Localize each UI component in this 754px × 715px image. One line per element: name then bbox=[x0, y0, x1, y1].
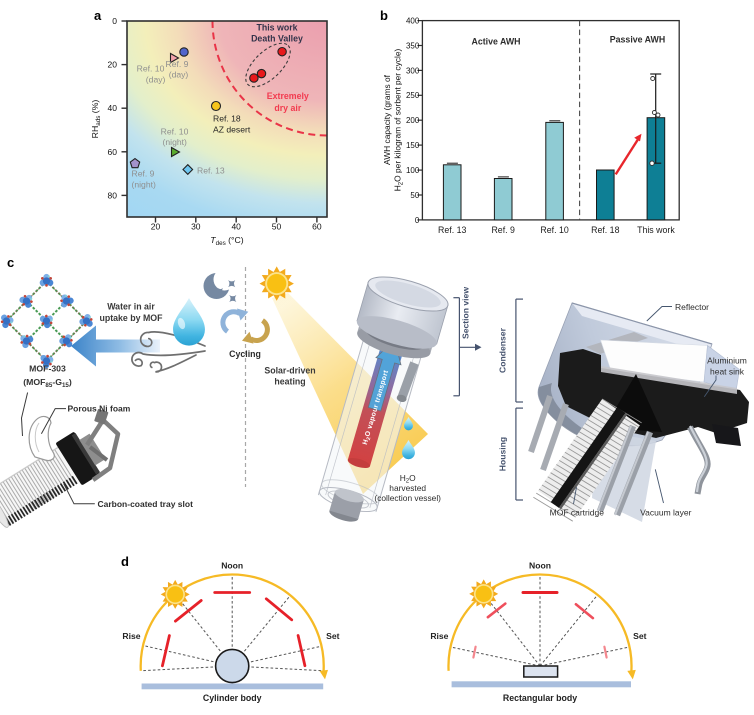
svg-text:30: 30 bbox=[191, 222, 201, 232]
svg-text:Ref. 13: Ref. 13 bbox=[438, 225, 466, 235]
svg-text:(collection vessel): (collection vessel) bbox=[374, 493, 441, 503]
svg-text:heat sink: heat sink bbox=[710, 367, 745, 377]
svg-text:(night): (night) bbox=[163, 137, 187, 147]
svg-text:Ref. 13: Ref. 13 bbox=[197, 165, 225, 175]
svg-text:heating: heating bbox=[274, 377, 305, 387]
svg-text:Ref. 18: Ref. 18 bbox=[591, 225, 619, 235]
svg-text:20: 20 bbox=[151, 222, 161, 232]
svg-text:Ref. 10: Ref. 10 bbox=[161, 126, 189, 136]
svg-text:Cycling: Cycling bbox=[229, 349, 261, 359]
svg-text:Extremely: Extremely bbox=[267, 91, 309, 101]
svg-text:(night): (night) bbox=[132, 179, 156, 189]
svg-text:H2O: H2O bbox=[400, 473, 416, 485]
svg-text:Set: Set bbox=[633, 631, 647, 641]
svg-text:Ref. 18: Ref. 18 bbox=[213, 113, 241, 123]
svg-text:0: 0 bbox=[415, 216, 420, 225]
svg-text:RHads (%): RHads (%) bbox=[90, 100, 102, 139]
svg-text:MOF cartridge: MOF cartridge bbox=[550, 508, 605, 518]
svg-text:Rise: Rise bbox=[122, 631, 140, 641]
svg-text:Noon: Noon bbox=[529, 561, 551, 571]
svg-text:a: a bbox=[94, 8, 102, 23]
svg-text:MOF-303: MOF-303 bbox=[29, 364, 66, 374]
svg-text:Housing: Housing bbox=[497, 437, 507, 471]
svg-text:60: 60 bbox=[312, 222, 322, 232]
svg-text:Ref. 9: Ref. 9 bbox=[166, 59, 189, 69]
svg-text:40: 40 bbox=[108, 103, 118, 113]
svg-text:50: 50 bbox=[272, 222, 282, 232]
svg-text:AZ desert: AZ desert bbox=[213, 124, 251, 134]
svg-text:b: b bbox=[380, 8, 388, 23]
svg-text:350: 350 bbox=[406, 41, 420, 50]
svg-text:H2O per kilogram of sorbent pe: H2O per kilogram of sorbent per cycle) bbox=[393, 49, 405, 192]
svg-text:Condenser: Condenser bbox=[497, 327, 507, 373]
svg-text:(MOF85-G15): (MOF85-G15) bbox=[23, 377, 72, 389]
svg-text:Passive AWH: Passive AWH bbox=[610, 35, 665, 45]
svg-text:400: 400 bbox=[406, 17, 420, 26]
svg-text:harvested: harvested bbox=[389, 483, 426, 493]
svg-text:Water in air: Water in air bbox=[107, 302, 155, 312]
svg-text:c: c bbox=[7, 255, 14, 270]
svg-text:Aluminium: Aluminium bbox=[707, 356, 747, 366]
svg-text:40: 40 bbox=[231, 222, 241, 232]
svg-text:Rectangular body: Rectangular body bbox=[503, 693, 577, 703]
svg-text:Tdes (°C): Tdes (°C) bbox=[210, 235, 244, 247]
svg-text:0: 0 bbox=[112, 16, 117, 26]
svg-text:100: 100 bbox=[406, 166, 420, 175]
svg-text:80: 80 bbox=[108, 190, 118, 200]
svg-text:Cylinder body: Cylinder body bbox=[203, 693, 262, 703]
svg-text:Section view: Section view bbox=[461, 287, 471, 339]
svg-text:250: 250 bbox=[406, 91, 420, 100]
svg-text:300: 300 bbox=[406, 66, 420, 75]
svg-text:Ref. 9: Ref. 9 bbox=[132, 169, 155, 179]
svg-text:This work: This work bbox=[637, 225, 675, 235]
svg-text:Ref. 10: Ref. 10 bbox=[137, 63, 165, 73]
svg-text:Reflector: Reflector bbox=[675, 302, 709, 312]
svg-text:20: 20 bbox=[108, 60, 118, 70]
svg-text:Ref. 10: Ref. 10 bbox=[540, 225, 568, 235]
svg-text:60: 60 bbox=[108, 147, 118, 157]
svg-text:Active AWH: Active AWH bbox=[471, 37, 520, 47]
svg-text:Porous Ni foam: Porous Ni foam bbox=[68, 404, 131, 414]
svg-text:Carbon-coated tray slot: Carbon-coated tray slot bbox=[98, 499, 194, 509]
svg-text:Death Valley: Death Valley bbox=[251, 34, 303, 44]
svg-text:This work: This work bbox=[256, 23, 297, 33]
svg-text:(day): (day) bbox=[169, 70, 189, 80]
svg-text:Solar-driven: Solar-driven bbox=[264, 365, 315, 375]
svg-text:200: 200 bbox=[406, 116, 420, 125]
svg-text:Vacuum layer: Vacuum layer bbox=[640, 508, 692, 518]
svg-text:d: d bbox=[121, 554, 129, 569]
svg-text:(day): (day) bbox=[146, 75, 166, 85]
svg-text:uptake by MOF: uptake by MOF bbox=[99, 313, 163, 323]
svg-text:Rise: Rise bbox=[430, 631, 448, 641]
svg-text:Ref. 9: Ref. 9 bbox=[491, 225, 515, 235]
svg-text:dry air: dry air bbox=[274, 103, 301, 113]
svg-text:Set: Set bbox=[326, 631, 340, 641]
svg-text:AWH capacity (grams of: AWH capacity (grams of bbox=[382, 74, 392, 165]
svg-text:150: 150 bbox=[406, 141, 420, 150]
svg-text:50: 50 bbox=[410, 191, 419, 200]
svg-text:Noon: Noon bbox=[221, 561, 243, 571]
